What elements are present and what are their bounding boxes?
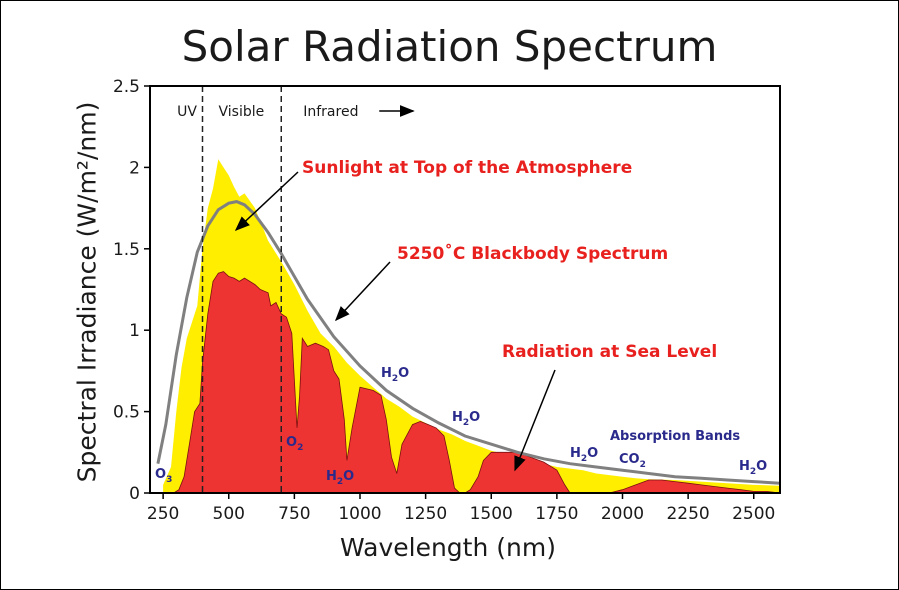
- annotation-absorption-bands: Absorption Bands: [610, 429, 740, 444]
- region-label-infrared: Infrared: [303, 104, 358, 120]
- annotation-sea-level: Radiation at Sea Level: [502, 342, 717, 362]
- absorption-molecule-label: O2: [286, 435, 303, 453]
- absorption-molecule-label: H2O: [326, 469, 354, 487]
- chart-title: Solar Radiation Spectrum: [181, 22, 718, 71]
- absorption-molecule-label: H2O: [739, 459, 767, 477]
- absorption-molecule-label: H2O: [452, 410, 480, 428]
- x-tick-label: 1500: [470, 504, 513, 524]
- x-tick-label: 2500: [732, 504, 775, 524]
- x-tick-label: 1000: [338, 504, 381, 524]
- absorption-molecule-label: H2O: [570, 446, 598, 464]
- arrow-top-atmosphere: [234, 171, 299, 232]
- y-tick-label: 1: [129, 321, 140, 341]
- y-tick-label: 0.5: [113, 403, 140, 423]
- y-tick-label: 1.5: [113, 240, 140, 260]
- region-label-uv: UV: [177, 104, 197, 120]
- region-label-visible: Visible: [219, 104, 265, 120]
- x-tick-label: 2250: [666, 504, 709, 524]
- y-tick-label: 2: [129, 158, 140, 178]
- x-tick-label: 2000: [601, 504, 644, 524]
- absorption-molecule-label: H2O: [381, 366, 409, 384]
- arrow-blackbody: [334, 261, 391, 322]
- arrow-sea-level: [514, 369, 556, 472]
- x-axis-label: Wavelength (nm): [340, 533, 556, 562]
- y-tick-label: 2.5: [113, 77, 140, 97]
- y-tick-label: 0: [129, 484, 140, 504]
- annotation-blackbody: 5250˚C Blackbody Spectrum: [397, 242, 668, 264]
- absorption-molecule-label: O3: [155, 467, 172, 485]
- plot-border: [149, 85, 781, 494]
- x-tick-label: 250: [147, 504, 179, 524]
- series-sea-level-area: [172, 271, 780, 493]
- absorption-molecule-label: CO2: [619, 452, 646, 470]
- x-tick-label: 1750: [535, 504, 578, 524]
- x-tick-label: 500: [213, 504, 245, 524]
- x-tick-label: 1250: [404, 504, 447, 524]
- series-blackbody-line: [156, 200, 780, 485]
- annotation-top-atmosphere: Sunlight at Top of the Atmosphere: [302, 158, 632, 178]
- x-tick-label: 750: [278, 504, 310, 524]
